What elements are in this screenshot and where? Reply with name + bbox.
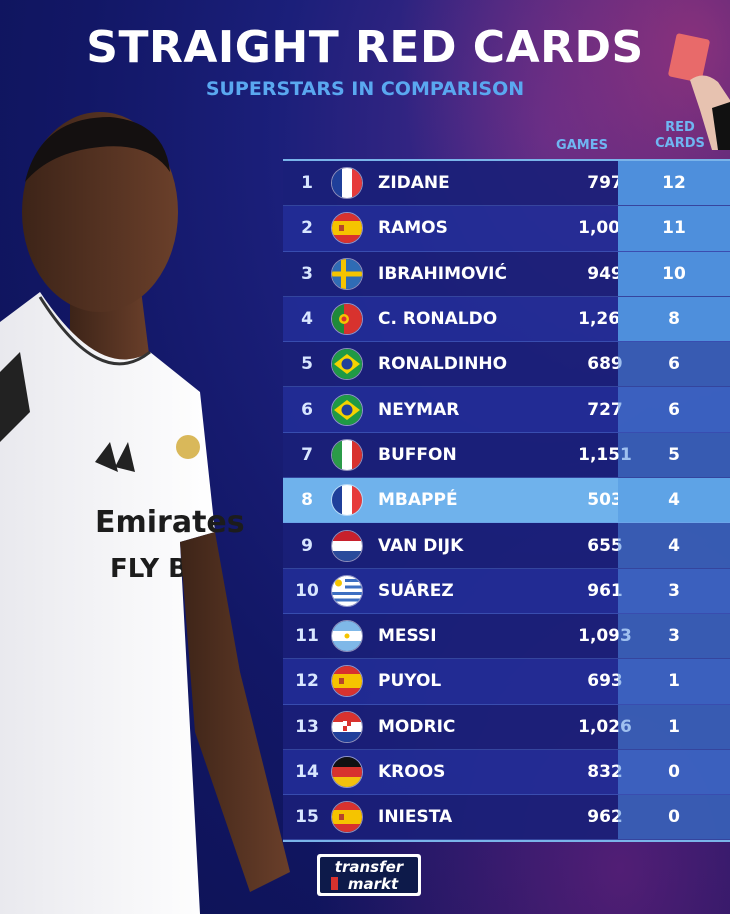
red-cards-cell: 5 <box>618 432 730 478</box>
player-name-cell: INIESTA <box>378 807 453 828</box>
france-flag-icon <box>331 167 363 200</box>
player-name-cell: MODRIC <box>378 716 456 737</box>
svg-text:Emirates: Emirates <box>95 505 245 540</box>
red-cards-column-header: RED CARDS <box>640 120 720 152</box>
italy-flag-icon <box>331 438 363 471</box>
table-row: 10 SUÁREZ 961 3 <box>283 568 730 614</box>
table-row: 15 INIESTA 962 0 <box>283 795 730 841</box>
brazil-flag-icon <box>331 393 363 426</box>
rank-cell: 2 <box>301 218 313 239</box>
player-name-cell: PUYOL <box>378 671 442 692</box>
games-cell: 503 <box>587 490 623 511</box>
games-cell: 949 <box>587 263 623 284</box>
red-cards-cell: 1 <box>618 704 730 749</box>
table-row: 7 BUFFON 1,151 5 <box>283 432 730 479</box>
table-row: 12 PUYOL 693 1 <box>283 659 730 705</box>
player-name-cell: IBRAHIMOVIĆ <box>378 263 507 284</box>
red-cards-cell: 0 <box>618 749 730 795</box>
red-cards-cell: 3 <box>618 613 730 659</box>
table-row: 14 KROOS 832 0 <box>283 749 730 796</box>
games-cell: 689 <box>587 354 623 375</box>
red-cards-cell: 4 <box>618 523 730 568</box>
croatia-flag-icon <box>331 710 363 743</box>
table-row: 5 RONALDINHO 689 6 <box>283 342 730 388</box>
player-name-cell: VAN DIJK <box>378 535 464 556</box>
table-row: 9 VAN DIJK 655 4 <box>283 523 730 569</box>
table-row: 4 C. RONALDO 1,267 8 <box>283 296 730 343</box>
red-cards-header-line1: RED <box>665 120 695 135</box>
player-name-cell: RONALDINHO <box>378 354 508 375</box>
rank-cell: 1 <box>301 173 313 194</box>
brazil-flag-icon <box>331 348 363 381</box>
germany-flag-icon <box>331 756 363 788</box>
uruguay-flag-icon <box>331 574 363 607</box>
games-cell: 832 <box>587 762 623 782</box>
page-subtitle: SUPERSTARS IN COMPARISON <box>205 78 525 100</box>
rank-cell: 15 <box>295 807 319 828</box>
rank-cell: 6 <box>301 399 313 420</box>
netherlands-flag-icon <box>331 529 363 562</box>
red-cards-cell: 6 <box>618 342 730 387</box>
red-cards-cell: 10 <box>618 251 730 296</box>
table-row: 6 NEYMAR 727 6 <box>283 387 730 433</box>
rank-cell: 8 <box>301 490 313 511</box>
rank-cell: 11 <box>295 626 319 647</box>
player-name-cell: MESSI <box>378 626 437 647</box>
player-name-cell: BUFFON <box>378 444 457 465</box>
player-name-cell: C. RONALDO <box>378 309 498 330</box>
rank-cell: 12 <box>295 671 319 692</box>
player-name-cell: NEYMAR <box>378 399 460 420</box>
table-row: 1 ZIDANE 797 12 <box>283 161 730 207</box>
logo-line1: transfer <box>335 858 405 876</box>
red-cards-cell: 6 <box>618 387 730 432</box>
rank-cell: 5 <box>301 354 313 375</box>
rank-cell: 4 <box>301 309 313 330</box>
spain-flag-icon <box>331 801 363 834</box>
red-cards-table: 1 ZIDANE 797 12 2 RAMOS 1,002 11 3 IBRAHIMOVIĆ 949… <box>283 159 730 843</box>
page-title: STRAIGHT RED CARDS <box>86 22 644 73</box>
red-cards-header-line2: CARDS <box>655 136 705 151</box>
games-cell: 962 <box>587 807 623 828</box>
rank-cell: 13 <box>295 716 319 737</box>
table-row: 3 IBRAHIMOVIĆ 949 10 <box>283 251 730 297</box>
player-photo: Emirates FLY BE <box>0 112 290 914</box>
player-name-cell: KROOS <box>378 762 446 782</box>
games-cell: 797 <box>587 173 623 194</box>
transfermarkt-logo: transfer markt <box>317 854 421 896</box>
red-cards-cell: 1 <box>618 659 730 704</box>
rank-cell: 14 <box>295 762 319 782</box>
logo-line2: markt <box>348 875 399 893</box>
rank-cell: 10 <box>295 580 319 601</box>
games-cell: 727 <box>587 399 623 420</box>
red-cards-cell: 3 <box>618 568 730 613</box>
spain-flag-icon <box>331 212 363 245</box>
rank-cell: 9 <box>301 535 313 556</box>
rank-cell: 3 <box>301 263 313 284</box>
red-card-icon <box>668 33 730 150</box>
player-name-cell: ZIDANE <box>378 173 450 194</box>
games-cell: 693 <box>587 671 623 692</box>
red-cards-cell: 0 <box>618 795 730 840</box>
player-name-cell: MBAPPÉ <box>378 490 458 511</box>
sweden-flag-icon <box>331 257 363 290</box>
red-cards-cell: 8 <box>618 296 730 342</box>
games-cell: 655 <box>587 535 623 556</box>
table-row: 13 MODRIC 1,026 1 <box>283 704 730 750</box>
red-cards-cell: 12 <box>618 161 730 206</box>
red-cards-cell: 11 <box>618 206 730 251</box>
player-name-cell: SUÁREZ <box>378 580 454 601</box>
argentina-flag-icon <box>331 620 363 653</box>
table-row: 2 RAMOS 1,002 11 <box>283 206 730 252</box>
portugal-flag-icon <box>331 303 363 336</box>
player-name-cell: RAMOS <box>378 218 448 239</box>
games-cell: 961 <box>587 580 623 601</box>
spain-flag-icon <box>331 665 363 698</box>
table-row: 8 MBAPPÉ 503 4 <box>283 478 730 524</box>
games-column-header: GAMES <box>556 138 608 153</box>
red-cards-cell: 4 <box>618 478 730 523</box>
table-row: 11 MESSI 1,093 3 <box>283 613 730 660</box>
france-flag-icon <box>331 484 363 517</box>
rank-cell: 7 <box>301 444 313 465</box>
